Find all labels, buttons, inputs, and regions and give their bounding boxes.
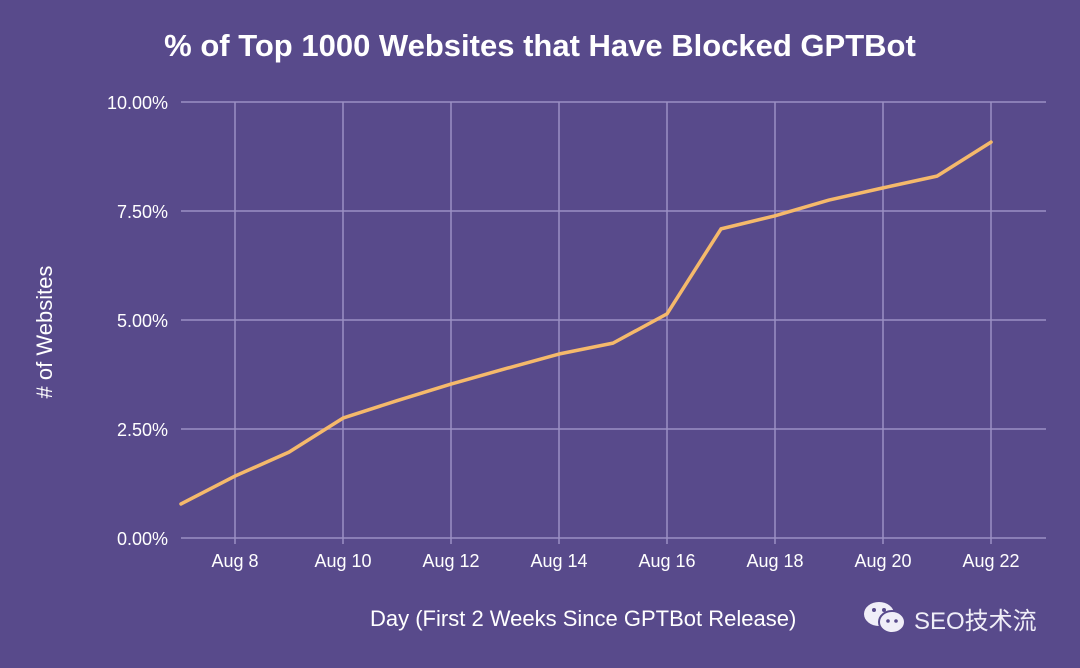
x-tick-label: Aug 16 xyxy=(638,551,695,571)
x-axis-label: Day (First 2 Weeks Since GPTBot Release) xyxy=(370,606,797,631)
x-tick-label: Aug 18 xyxy=(746,551,803,571)
x-tick-label: Aug 8 xyxy=(211,551,258,571)
data-point xyxy=(773,214,777,218)
data-point xyxy=(287,450,291,454)
x-tick-label: Aug 10 xyxy=(314,551,371,571)
data-point xyxy=(989,140,993,144)
data-point xyxy=(935,174,939,178)
data-point xyxy=(395,399,399,403)
chart-title: % of Top 1000 Websites that Have Blocked… xyxy=(164,28,916,63)
data-point xyxy=(881,186,885,190)
x-tick-label: Aug 20 xyxy=(854,551,911,571)
y-tick-label: 0.00% xyxy=(117,529,168,549)
y-tick-label: 7.50% xyxy=(117,202,168,222)
data-point xyxy=(179,502,183,506)
data-point xyxy=(341,416,345,420)
watermark-text: SEO技术流 xyxy=(914,607,1037,635)
data-point xyxy=(503,367,507,371)
y-tick-label: 10.00% xyxy=(107,93,168,113)
x-tick-label: Aug 12 xyxy=(422,551,479,571)
x-tick-label: Aug 14 xyxy=(530,551,587,571)
series-line xyxy=(179,140,993,506)
y-tick-label: 2.50% xyxy=(117,420,168,440)
wechat-icon xyxy=(864,602,906,634)
data-point xyxy=(449,382,453,386)
data-point xyxy=(827,198,831,202)
data-point xyxy=(665,312,669,316)
data-point xyxy=(611,341,615,345)
y-tick-label: 5.00% xyxy=(117,311,168,331)
watermark: SEO技术流 xyxy=(862,600,1037,636)
data-point xyxy=(557,352,561,356)
data-point xyxy=(719,227,723,231)
data-point xyxy=(233,474,237,478)
x-tick-label: Aug 22 xyxy=(962,551,1019,571)
